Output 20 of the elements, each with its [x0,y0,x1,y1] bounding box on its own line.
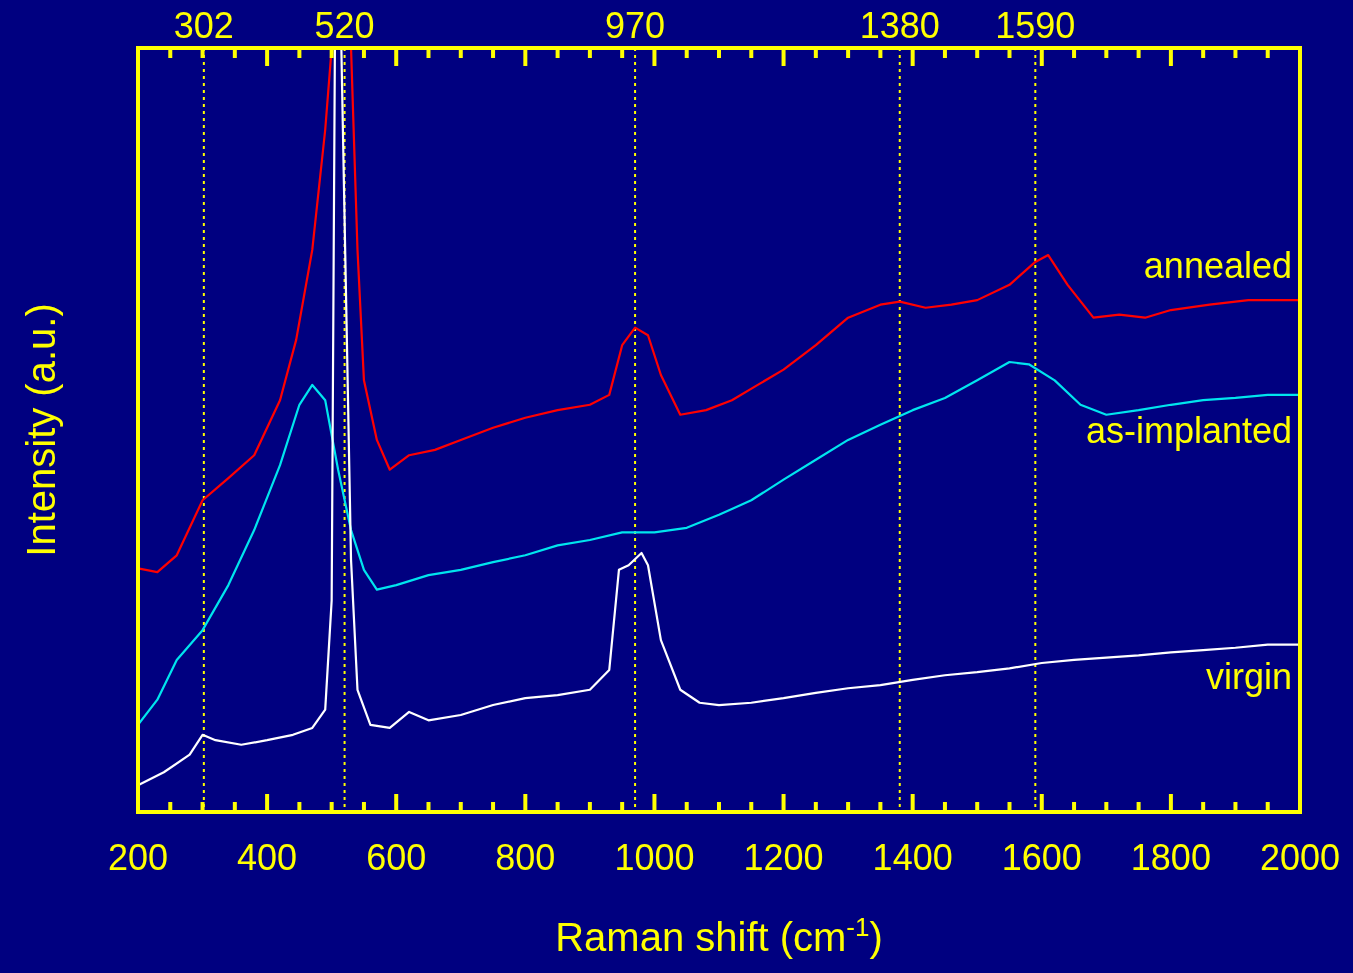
ref-line-label: 520 [314,5,375,46]
x-tick-label: 1200 [743,837,824,878]
series-label: virgin [1205,655,1292,697]
x-tick-label: 1000 [614,837,695,878]
x-tick-label: 800 [495,837,556,878]
ref-line-label: 1590 [995,5,1076,46]
x-tick-label: 2000 [1259,837,1341,878]
x-tick-label: 600 [366,837,427,878]
ref-line-label: 1380 [859,5,940,46]
x-axis-title: Raman shift (cm$^{-1}$) [555,912,883,959]
series-label: as-implanted [1085,409,1292,451]
series-label: annealed [1143,245,1292,287]
x-tick-label: 1800 [1130,837,1211,878]
x-tick-label: 1600 [1001,837,1082,878]
ref-line-label: 302 [173,5,234,46]
ref-line-label: 970 [605,5,666,46]
x-tick-label: 200 [107,837,169,878]
x-tick-label: 400 [237,837,298,878]
x-tick-label: 1400 [872,837,953,878]
y-axis-title: Intensity (a.u.) [19,303,63,557]
